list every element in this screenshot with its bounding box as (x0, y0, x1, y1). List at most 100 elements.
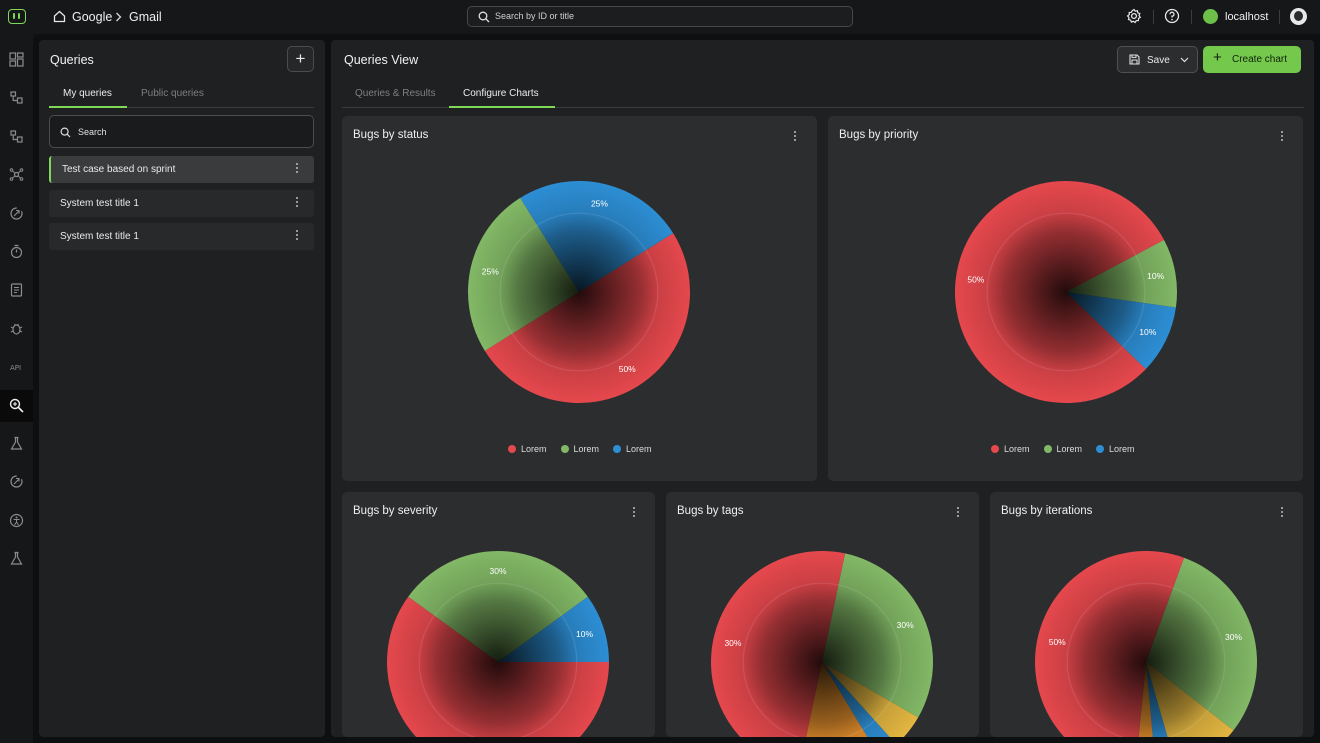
legend-swatch (1043, 445, 1052, 453)
pie-shading (955, 181, 1177, 403)
legend-item[interactable]: Lorem (613, 444, 652, 454)
rail-item-clipboard[interactable] (0, 274, 33, 306)
help-icon[interactable] (1164, 8, 1180, 24)
rail-item-timer[interactable] (0, 236, 33, 268)
app-logo-icon[interactable] (8, 9, 26, 24)
query-list-item[interactable]: Test case based on sprint (49, 156, 314, 183)
tab-queries-results[interactable]: Queries & Results (355, 88, 436, 99)
tab-configure-charts[interactable]: Configure Charts (463, 88, 539, 99)
pie-chart: 30% 10% (387, 551, 609, 737)
query-list-item[interactable]: System test title 1 (49, 190, 314, 217)
save-button[interactable]: Save (1117, 46, 1198, 73)
legend-item[interactable]: Lorem (1043, 444, 1083, 454)
pie-shading (711, 551, 933, 737)
pie-shading (468, 181, 690, 403)
divider (1191, 10, 1192, 24)
slice-label: 10% (1147, 271, 1164, 281)
rail-item-cycle[interactable] (0, 466, 33, 498)
more-vertical-icon[interactable] (296, 197, 299, 209)
more-vertical-icon[interactable] (1281, 131, 1284, 143)
host-label[interactable]: localhost (1225, 11, 1269, 23)
rail-item-lab[interactable] (0, 543, 33, 575)
divider (1153, 10, 1154, 24)
rail-item-query-search[interactable] (0, 389, 33, 422)
legend-item[interactable]: Lorem (991, 444, 1030, 454)
legend-label: Lorem (626, 444, 652, 454)
add-query-button[interactable]: + (287, 46, 314, 72)
legend-label: Lorem (1056, 444, 1083, 454)
breadcrumb-gmail[interactable]: Gmail (129, 10, 162, 24)
pie-chart: 10% 10% 50% (955, 180, 1177, 403)
more-vertical-icon[interactable] (794, 131, 797, 143)
pie-inner-ring (986, 212, 1146, 372)
legend-swatch (613, 445, 622, 453)
home-icon[interactable] (53, 10, 66, 23)
breadcrumb-google[interactable]: Google (72, 10, 113, 24)
search-icon (478, 11, 490, 23)
slice-label: 10% (1139, 327, 1156, 337)
queries-title: Queries (50, 53, 94, 67)
rail-item-library[interactable] (0, 121, 33, 153)
tabs-divider (49, 107, 314, 108)
rail-item-flask[interactable] (0, 428, 33, 460)
legend-swatch (508, 445, 516, 453)
rail-item-runner[interactable] (0, 198, 33, 230)
rail-item-api[interactable]: API (0, 351, 33, 383)
floppy-disk-icon (1129, 54, 1140, 65)
rail-item-network[interactable] (0, 159, 33, 191)
tab-active-indicator (49, 106, 127, 108)
pie-inner-ring (742, 582, 902, 737)
rail-item-hierarchy[interactable] (0, 82, 33, 114)
query-item-label: System test title 1 (60, 231, 139, 242)
rail-item-bug[interactable] (0, 313, 33, 345)
search-icon (60, 127, 71, 138)
flask-icon (10, 436, 23, 450)
chart-title: Bugs by tags (677, 505, 744, 517)
pie-chart: 30% 50% (1035, 551, 1257, 737)
timer-icon (10, 244, 23, 259)
more-vertical-icon[interactable] (957, 507, 960, 519)
more-vertical-icon[interactable] (1281, 507, 1284, 519)
more-vertical-icon[interactable] (633, 507, 636, 519)
legend-item[interactable]: Lorem (1096, 444, 1135, 454)
host-status-icon (1203, 9, 1218, 24)
network-icon (9, 168, 24, 181)
create-chart-button[interactable]: + Create chart (1203, 46, 1301, 73)
tab-public-queries[interactable]: Public queries (141, 88, 204, 99)
runner-icon (10, 206, 23, 220)
library-icon (10, 130, 23, 143)
chart-title: Bugs by severity (353, 505, 438, 517)
avatar[interactable] (1290, 8, 1307, 25)
pie-inner-ring (1066, 582, 1226, 737)
legend-swatch (991, 445, 999, 453)
query-search-input[interactable]: Search (49, 115, 314, 148)
chevron-down-icon (1180, 57, 1189, 63)
global-search-placeholder: Search by ID or title (495, 11, 575, 21)
legend-label: Lorem (521, 444, 547, 454)
plus-icon: + (1213, 49, 1222, 66)
chart-title: Bugs by iterations (1001, 505, 1093, 517)
query-item-label: System test title 1 (60, 198, 139, 209)
gear-icon[interactable] (1126, 8, 1142, 24)
legend-label: Lorem (573, 444, 600, 454)
divider (1279, 10, 1280, 24)
page-title: Queries View (344, 53, 419, 67)
tab-my-queries[interactable]: My queries (63, 88, 112, 99)
more-vertical-icon[interactable] (296, 230, 299, 242)
rail-item-dashboard[interactable] (0, 44, 33, 76)
chart-title: Bugs by status (353, 129, 429, 141)
legend-item[interactable]: Lorem (560, 444, 600, 454)
global-search-input[interactable]: Search by ID or title (467, 6, 853, 27)
legend-item[interactable]: Lorem (508, 444, 547, 454)
pie-chart: 50% 25% 25% (468, 181, 690, 403)
api-icon: API (10, 364, 21, 372)
query-item-label: Test case based on sprint (62, 164, 176, 175)
more-vertical-icon[interactable] (296, 163, 299, 175)
rail-item-accessibility[interactable] (0, 505, 33, 537)
chart-card-priority: Bugs by priority 10% 10% 50% Lorem Lorem Lor… (828, 116, 1303, 481)
query-list-item[interactable]: System test title 1 (49, 223, 314, 250)
queries-panel: Queries + My queries Public queries Sear… (39, 40, 325, 737)
slice-label: 30% (1225, 632, 1242, 642)
lab-icon (10, 552, 23, 565)
cycle-icon (10, 475, 23, 488)
